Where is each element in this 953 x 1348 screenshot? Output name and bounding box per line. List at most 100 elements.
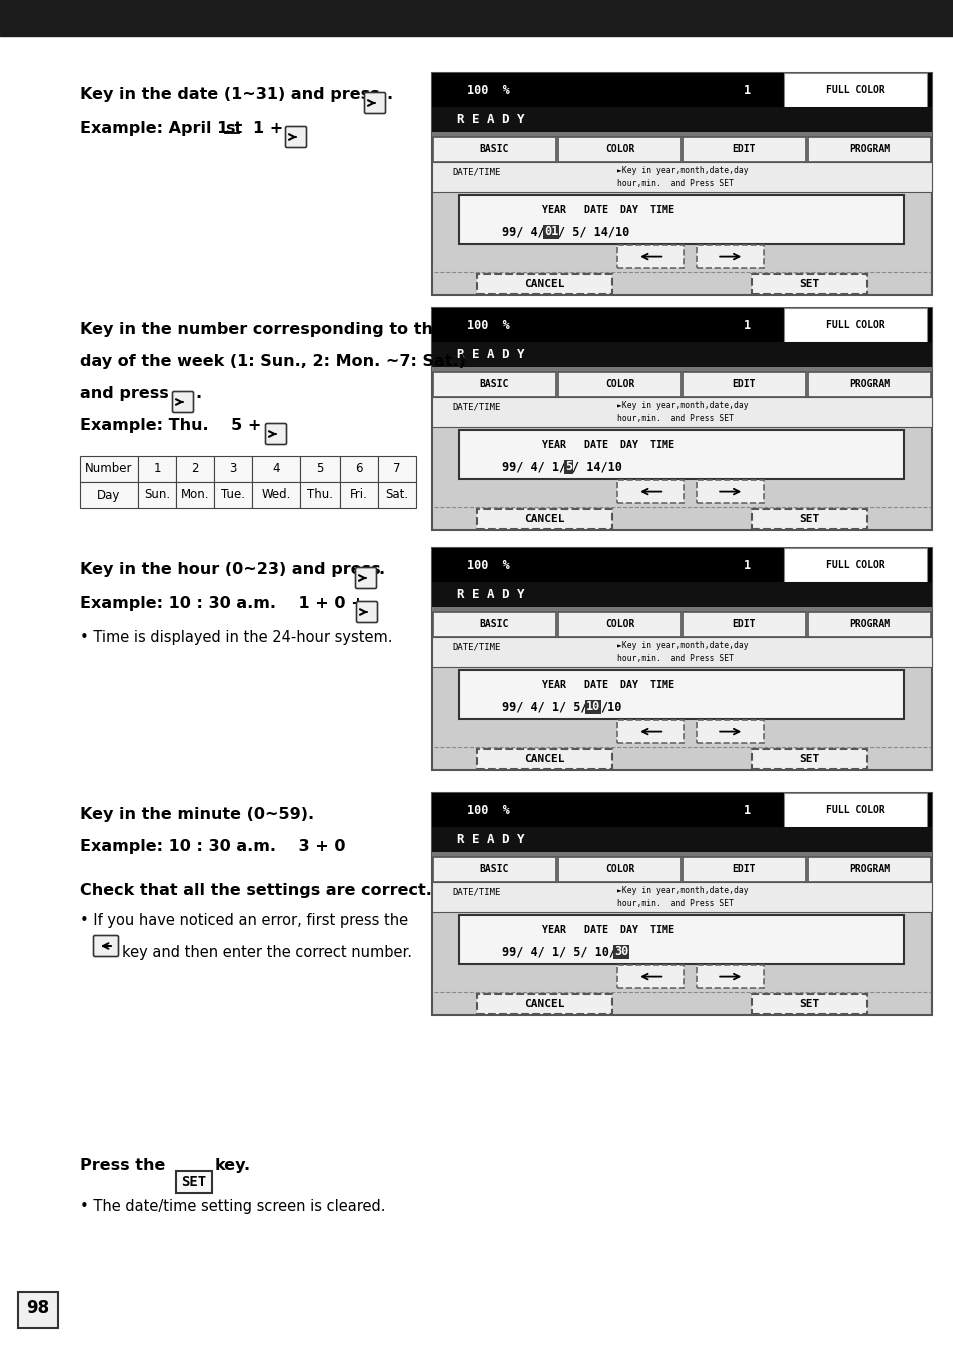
Text: Key in the date (1~31) and press: Key in the date (1~31) and press [80,88,379,102]
Bar [751,274,866,294]
Bar [432,398,931,427]
Text: R E A D Y: R E A D Y [456,113,524,127]
Text: ►Key in year,month,date,day: ►Key in year,month,date,day [617,166,748,175]
Bar [751,749,866,768]
Text: YEAR   DATE  DAY  TIME: YEAR DATE DAY TIME [541,925,673,934]
Bar [783,73,926,108]
Text: 6: 6 [355,462,362,476]
Bar [432,882,931,913]
Bar [80,456,138,483]
FancyBboxPatch shape [172,391,193,412]
Bar [432,73,931,108]
Text: 5: 5 [316,462,323,476]
Text: Example: 10 : 30 a.m.    3 + 0: Example: 10 : 30 a.m. 3 + 0 [80,838,345,855]
Text: Fri.: Fri. [350,488,368,501]
Text: DATE/TIME: DATE/TIME [452,403,500,412]
Bar [432,549,931,770]
Bar [433,136,556,162]
Text: SET: SET [799,999,819,1008]
Text: 100  %: 100 % [467,318,509,332]
Text: SET: SET [799,514,819,524]
Bar [682,136,805,162]
Text: 100  %: 100 % [467,558,509,572]
Text: hour,min.  and Press SET: hour,min. and Press SET [617,179,733,189]
Bar [459,670,903,718]
Bar [558,857,680,882]
Text: EDIT: EDIT [732,864,756,875]
Bar [697,245,763,268]
Bar [18,1291,58,1328]
Text: 99/ 4/ 1/: 99/ 4/ 1/ [501,460,565,473]
Text: 1 +: 1 + [253,121,283,136]
Text: FULL COLOR: FULL COLOR [825,561,884,570]
Bar [617,720,684,743]
FancyBboxPatch shape [356,601,377,623]
Bar [252,483,299,508]
Text: • Time is displayed in the 24-hour system.: • Time is displayed in the 24-hour syste… [80,630,392,644]
Text: R E A D Y: R E A D Y [456,348,524,361]
Bar [299,483,339,508]
Text: 2: 2 [191,462,198,476]
Bar [252,456,299,483]
Bar [175,456,213,483]
Bar [682,372,805,398]
Text: SET: SET [799,279,819,288]
Bar [213,456,252,483]
Bar [617,245,684,268]
Bar [339,483,377,508]
Text: Key in the number corresponding to the: Key in the number corresponding to the [80,322,443,337]
Text: / 14/10: / 14/10 [572,460,621,473]
Bar [682,857,805,882]
Text: day of the week (1: Sun., 2: Mon. ~7: Sat.): day of the week (1: Sun., 2: Mon. ~7: Sa… [80,355,465,369]
Bar [476,274,612,294]
Text: 99/ 4/ 1/ 5/: 99/ 4/ 1/ 5/ [501,700,587,713]
Text: Example: 10 : 30 a.m.    1 + 0 +: Example: 10 : 30 a.m. 1 + 0 + [80,596,364,611]
Bar [432,132,931,136]
Bar [432,582,931,607]
Text: Thu.: Thu. [307,488,333,501]
Bar [476,993,612,1014]
Bar [459,195,903,244]
Bar [432,828,931,852]
Text: Mon.: Mon. [180,488,209,501]
Text: 100  %: 100 % [467,803,509,817]
Text: PROGRAM: PROGRAM [848,620,889,630]
Bar [459,430,903,479]
Text: .: . [194,386,201,400]
Bar [542,225,558,239]
Text: hour,min.  and Press SET: hour,min. and Press SET [617,654,733,663]
Text: Key in the hour (0~23) and press: Key in the hour (0~23) and press [80,562,380,577]
Text: 100  %: 100 % [467,84,509,97]
Text: 01: 01 [543,225,558,239]
FancyBboxPatch shape [355,568,376,589]
Text: ►Key in year,month,date,day: ►Key in year,month,date,day [617,402,748,410]
Text: CANCEL: CANCEL [524,754,564,764]
Text: 1: 1 [742,558,750,572]
Text: hour,min.  and Press SET: hour,min. and Press SET [617,899,733,909]
Text: 1: 1 [742,318,750,332]
Bar [697,965,763,988]
Text: 30: 30 [614,945,628,958]
Text: • The date/time setting screen is cleared.: • The date/time setting screen is cleare… [80,1198,385,1215]
Text: and press: and press [80,386,169,400]
Bar [432,162,931,193]
Text: Example: Thu.    5 +: Example: Thu. 5 + [80,418,261,433]
Text: 99/ 4/: 99/ 4/ [501,225,544,239]
Text: PROGRAM: PROGRAM [848,380,889,390]
Text: DATE/TIME: DATE/TIME [452,888,500,896]
Bar [751,993,866,1014]
Bar [432,73,931,295]
Bar [432,638,931,667]
Bar [476,510,612,528]
Bar [432,307,931,342]
Bar [433,372,556,398]
Text: Tue.: Tue. [221,488,245,501]
Text: FULL COLOR: FULL COLOR [825,85,884,96]
Bar [138,483,175,508]
Bar [432,367,931,372]
Text: EDIT: EDIT [732,380,756,390]
Bar [682,612,805,638]
Text: COLOR: COLOR [604,620,634,630]
Text: SET: SET [799,754,819,764]
Text: EDIT: EDIT [732,144,756,155]
